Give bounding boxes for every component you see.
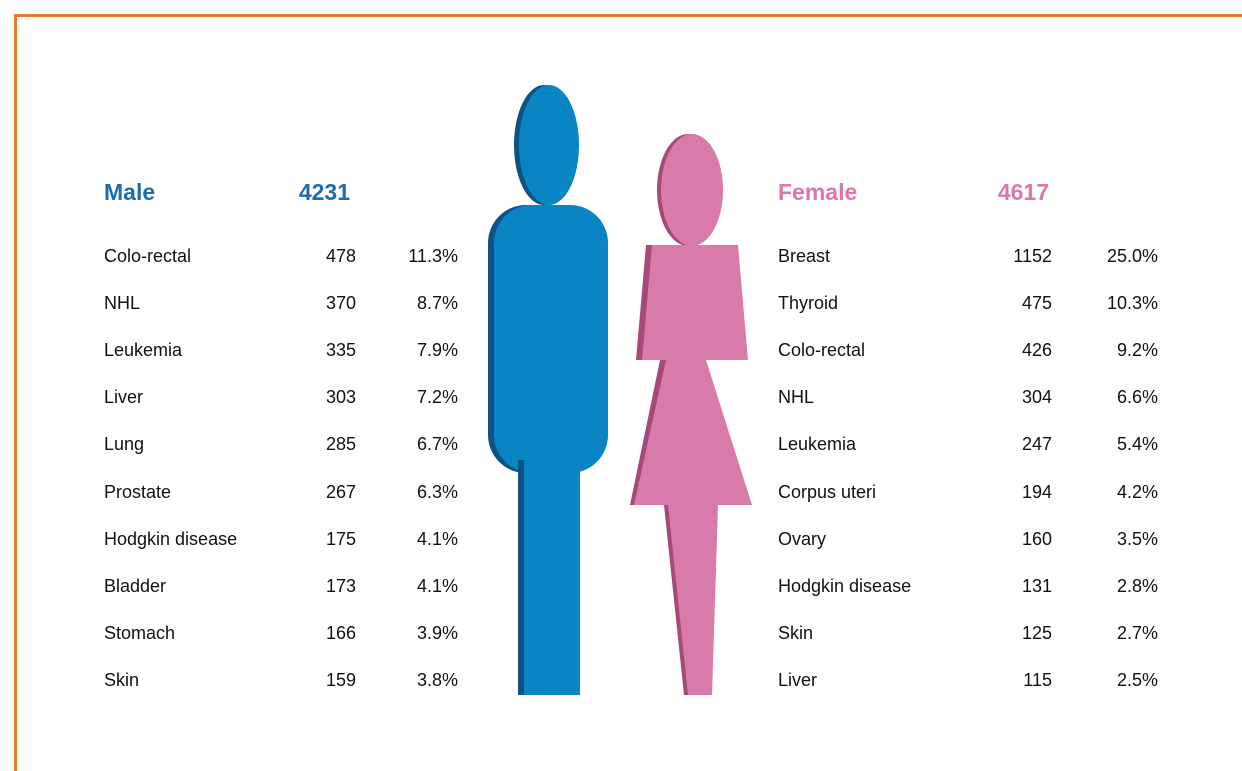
case-count: 370 — [325, 293, 356, 314]
case-percent: 3.9% — [416, 622, 458, 643]
case-count: 131 — [1021, 575, 1052, 596]
case-percent: 4.1% — [416, 528, 458, 549]
cancer-site: NHL — [778, 387, 815, 408]
group-label: Female — [778, 179, 858, 205]
case-percent: 2.5% — [1116, 669, 1158, 690]
cancer-site: NHL — [104, 293, 141, 314]
case-count: 173 — [325, 575, 356, 596]
case-percent: 10.3% — [1106, 293, 1158, 314]
case-percent: 4.2% — [1116, 481, 1158, 502]
case-percent: 6.3% — [416, 481, 458, 502]
case-percent: 5.4% — [1116, 434, 1158, 455]
male-figure — [488, 85, 608, 695]
case-count: 303 — [325, 387, 356, 408]
case-percent: 2.8% — [1116, 575, 1158, 596]
case-count: 304 — [1021, 387, 1052, 408]
case-count: 267 — [325, 481, 356, 502]
case-percent: 25.0% — [1106, 246, 1158, 266]
case-count: 166 — [325, 622, 356, 643]
case-count: 335 — [325, 340, 356, 361]
case-count: 175 — [325, 528, 356, 549]
cancer-site: Colo-rectal — [104, 246, 192, 266]
case-count: 194 — [1021, 481, 1052, 502]
cancer-site: Skin — [104, 669, 140, 690]
cancer-site: Liver — [778, 669, 818, 690]
case-percent: 7.9% — [416, 340, 458, 361]
cancer-site: Prostate — [104, 481, 172, 502]
frame-border — [14, 14, 17, 771]
case-percent: 2.7% — [1116, 622, 1158, 643]
female-figure — [630, 134, 752, 695]
cancer-site: Lung — [104, 434, 145, 455]
cancer-site: Leukemia — [778, 434, 857, 455]
cancer-site: Corpus uteri — [778, 481, 877, 502]
cancer-site: Liver — [104, 387, 144, 408]
case-percent: 6.6% — [1116, 387, 1158, 408]
cancer-site: Leukemia — [104, 340, 183, 361]
case-percent: 9.2% — [1116, 340, 1158, 361]
group-total: 4617 — [997, 179, 1049, 205]
group-total: 4231 — [298, 179, 350, 205]
case-count: 247 — [1021, 434, 1052, 455]
frame-border — [14, 14, 1242, 17]
cancer-site: Thyroid — [778, 293, 839, 314]
cancer-site: Ovary — [778, 528, 827, 549]
cancer-site: Bladder — [104, 575, 167, 596]
cancer-site: Hodgkin disease — [104, 528, 238, 549]
cancer-site: Breast — [778, 246, 831, 266]
cancer-site: Stomach — [104, 622, 176, 643]
case-percent: 6.7% — [416, 434, 458, 455]
case-count: 1152 — [1013, 246, 1052, 266]
case-percent: 11.3% — [408, 246, 458, 266]
group-label: Male — [104, 179, 156, 205]
case-count: 285 — [325, 434, 356, 455]
cancer-site: Hodgkin disease — [778, 575, 912, 596]
case-count: 426 — [1021, 340, 1052, 361]
case-percent: 8.7% — [416, 293, 458, 314]
case-percent: 3.8% — [416, 669, 458, 690]
case-count: 159 — [325, 669, 356, 690]
case-count: 115 — [1023, 669, 1052, 690]
case-percent: 7.2% — [416, 387, 458, 408]
case-count: 125 — [1021, 622, 1052, 643]
case-count: 475 — [1021, 293, 1052, 314]
cancer-site: Colo-rectal — [778, 340, 866, 361]
case-count: 478 — [325, 246, 356, 266]
case-percent: 4.1% — [416, 575, 458, 596]
case-percent: 3.5% — [1116, 528, 1158, 549]
case-count: 160 — [1021, 528, 1052, 549]
cancer-site: Skin — [778, 622, 814, 643]
